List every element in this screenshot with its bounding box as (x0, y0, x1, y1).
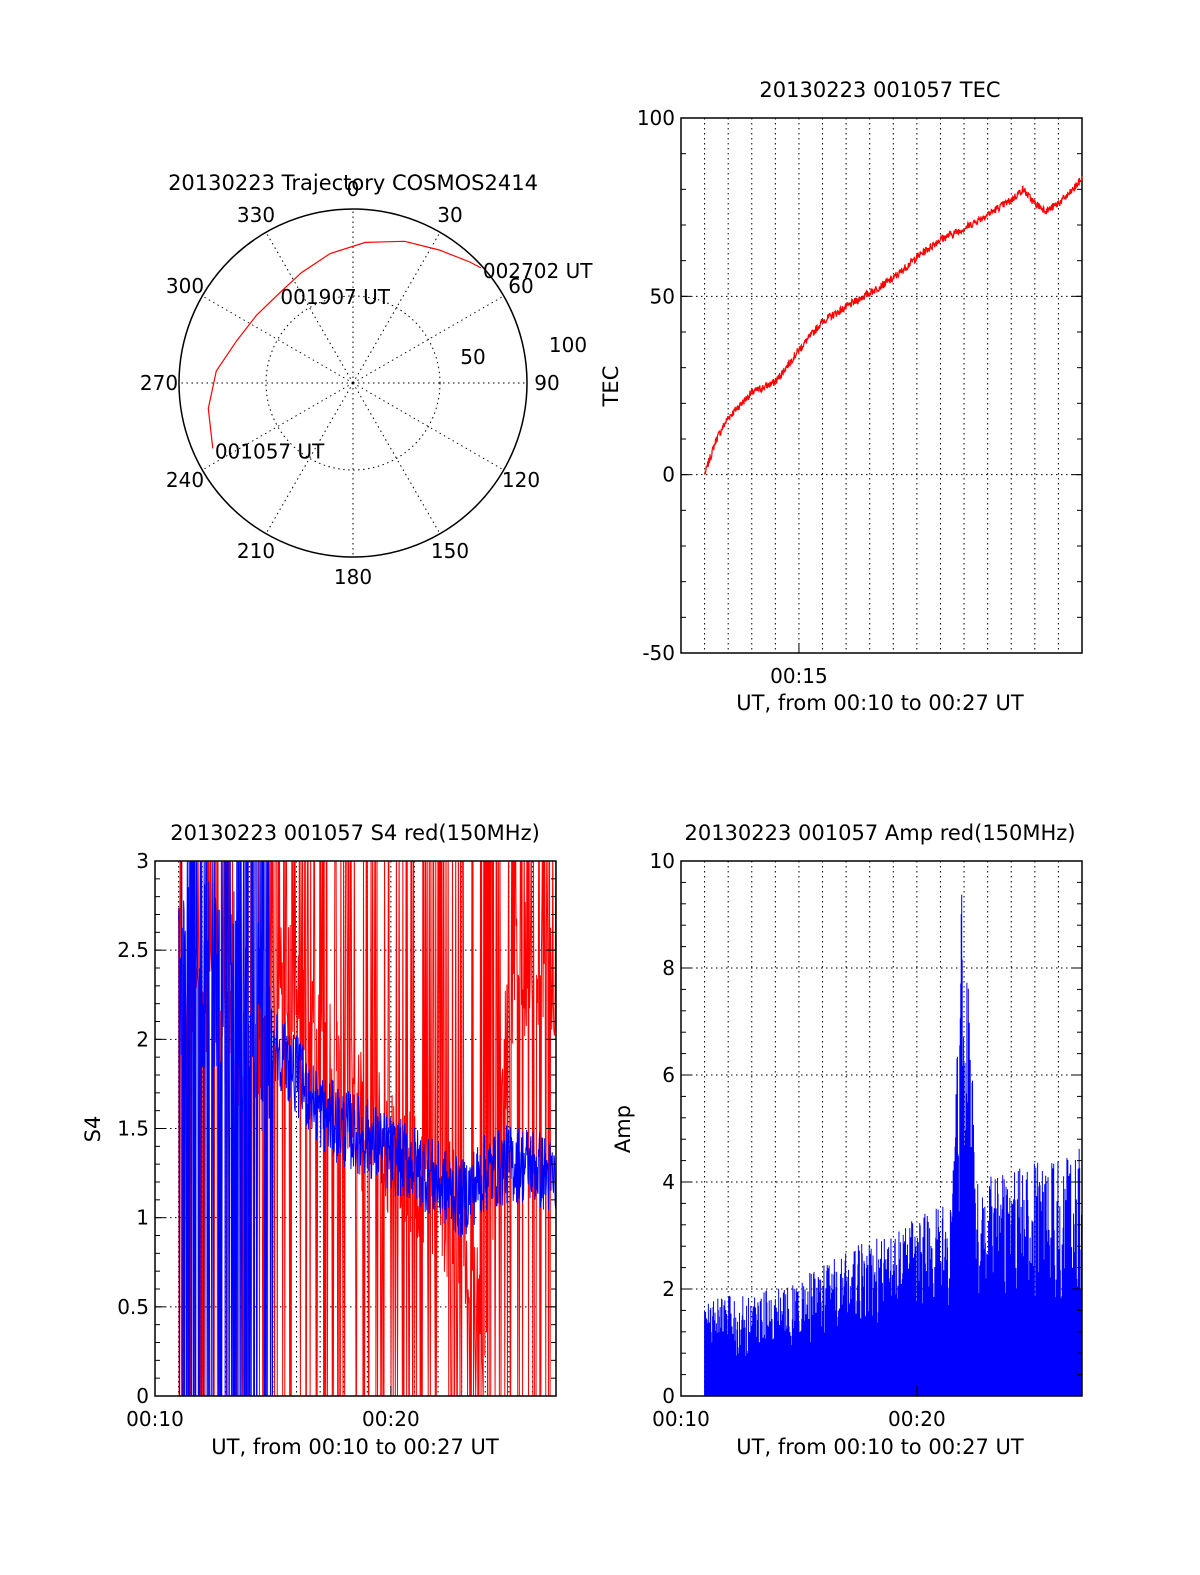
amp-ytick-label: 8 (662, 956, 675, 980)
trajectory-panel: 20130223 Trajectory COSMOS2414 0 30 60 90 12… (140, 171, 593, 589)
tec-xtick-label: 00:15 (770, 664, 828, 688)
azimuth-label: 240 (166, 468, 204, 492)
amp-y-ticks: 0 2 4 6 8 10 (650, 849, 1082, 1408)
trajectory-time-label: 001057 UT (215, 439, 325, 463)
azimuth-label: 0 (347, 177, 360, 201)
amp-ytick-label: 0 (662, 1384, 675, 1408)
s4-ytick-label: 2 (136, 1027, 149, 1051)
polar-grid-spoke (202, 382, 354, 471)
tec-ylabel: TEC (599, 366, 623, 408)
polar-outer-ring (178, 208, 528, 558)
azimuth-label: 120 (502, 468, 540, 492)
s4-x-ticks: 00:10 00:20 (126, 1386, 420, 1431)
amp-ytick-label: 4 (662, 1170, 675, 1194)
tec-ytick-label: 100 (637, 106, 675, 130)
azimuth-labels: 0 30 60 90 120 150 180 210 240 270 300 330 (140, 177, 560, 589)
trajectory-annotations: 001057 UT 001907 UT 002702 UT (215, 259, 593, 464)
amp-series-group (704, 894, 1083, 1396)
polar-grid-spoke (352, 382, 441, 534)
tec-title: 20130223 001057 TEC (759, 78, 1000, 102)
amp-xtick-label: 00:20 (888, 1407, 946, 1431)
s4-ytick-label: 2.5 (117, 938, 149, 962)
tec-ytick-label: -50 (642, 641, 675, 665)
tec-grid (681, 118, 1083, 653)
azimuth-label: 300 (166, 274, 204, 298)
azimuth-label: 150 (431, 539, 469, 563)
s4-ytick-label: 1.5 (117, 1117, 149, 1141)
amp-ytick-label: 6 (662, 1063, 675, 1087)
tec-x-ticks: 00:15 (770, 643, 828, 688)
polar-grid-spoke (202, 295, 354, 384)
polar-grid-ring (265, 295, 441, 471)
amp-ytick-label: 2 (662, 1277, 675, 1301)
s4-ytick-label: 0 (136, 1384, 149, 1408)
s4-series-group (178, 861, 556, 1396)
s4-xtick-label: 00:20 (362, 1407, 420, 1431)
amp-xtick-label: 00:10 (652, 1407, 710, 1431)
amp-title: 20130223 001057 Amp red(150MHz) (684, 821, 1075, 845)
s4-panel: 20130223 001057 S4 red(150MHz) 0 0.5 1 1.5 2… (81, 821, 557, 1459)
tec-series (704, 175, 1083, 475)
s4-title: 20130223 001057 S4 red(150MHz) (170, 821, 540, 845)
polar-grid-spoke (265, 232, 354, 384)
azimuth-label: 210 (237, 539, 275, 563)
s4-xtick-label: 00:10 (126, 1407, 184, 1431)
azimuth-label: 90 (534, 371, 559, 395)
s4-y-ticks: 0 0.5 1 1.5 2 2.5 3 (117, 849, 556, 1408)
radial-label-50: 50 (460, 345, 485, 369)
polar-grid-spoke (265, 382, 354, 534)
tec-ytick-label: 50 (650, 284, 675, 308)
amp-xlabel: UT, from 00:10 to 00:27 UT (736, 1435, 1024, 1459)
trajectory-title: 20130223 Trajectory COSMOS2414 (168, 171, 538, 195)
amp-ylabel: Amp (611, 1105, 635, 1153)
s4-ytick-label: 0.5 (117, 1295, 149, 1319)
polar-grid-spoke (352, 295, 504, 384)
trajectory-time-label: 002702 UT (483, 259, 593, 283)
tec-panel: 20130223 001057 TEC -50 0 50 100 00:15 UT, … (599, 78, 1083, 715)
trajectory-series (207, 240, 482, 449)
azimuth-label: 30 (437, 203, 462, 227)
s4-ylabel: S4 (81, 1116, 105, 1143)
azimuth-label: 180 (334, 565, 372, 589)
s4-ytick-label: 1 (136, 1206, 149, 1230)
radial-label-100: 100 (549, 333, 587, 357)
tec-xlabel: UT, from 00:10 to 00:27 UT (736, 691, 1024, 715)
s4-xlabel: UT, from 00:10 to 00:27 UT (211, 1435, 499, 1459)
s4-ytick-label: 3 (136, 849, 149, 873)
amp-panel: 20130223 001057 Amp red(150MHz) 0246810 … (611, 821, 1083, 1459)
azimuth-label: 60 (508, 274, 533, 298)
amp-frame (680, 860, 1083, 1397)
tec-frame (680, 117, 1083, 654)
polar-grid-spoke (352, 232, 441, 384)
s4-series-blue (178, 861, 556, 1396)
azimuth-label: 330 (237, 203, 275, 227)
amp-series-blue (704, 894, 1083, 1396)
amp-x-ticks: 00:10 00:20 (652, 1386, 946, 1431)
azimuth-label: 270 (140, 371, 178, 395)
amp-ytick-label: 10 (650, 849, 675, 873)
polar-grid (179, 209, 527, 557)
polar-grid-spoke (352, 382, 504, 471)
tec-ytick-label: 0 (662, 463, 675, 487)
tec-y-ticks: -50 0 50 100 (637, 106, 1082, 665)
trajectory-time-label: 001907 UT (280, 285, 390, 309)
